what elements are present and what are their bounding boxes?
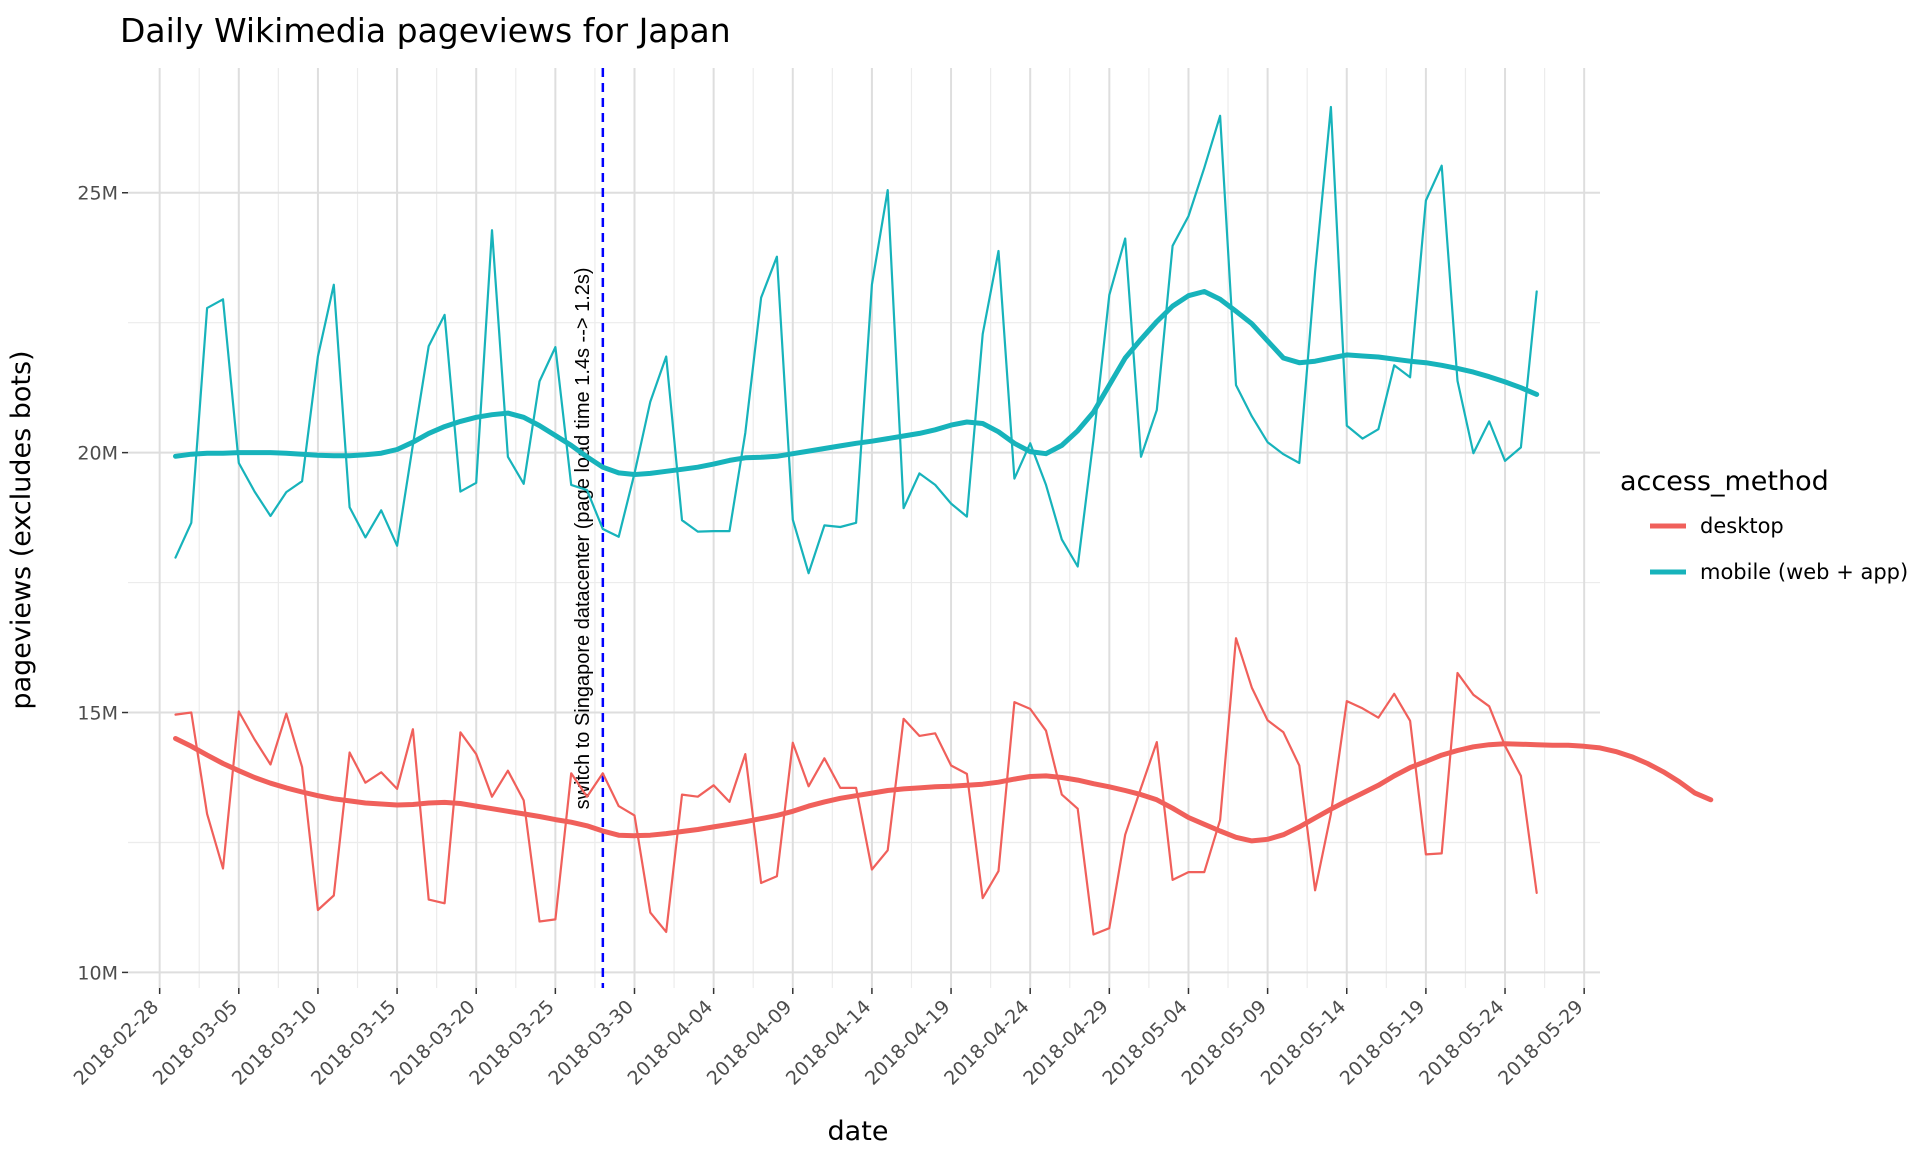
- y-tick-label: 25M: [77, 183, 118, 205]
- series-mobile-daily-line: [174, 105, 1538, 575]
- axes: 10M15M20M25M2018-02-282018-03-052018-03-…: [70, 183, 1588, 1090]
- y-tick-label: 20M: [77, 443, 118, 465]
- annotation-label: switch to Singapore datacenter (page loa…: [572, 267, 594, 809]
- y-tick-label: 15M: [77, 703, 118, 725]
- x-tick-label: 2018-05-29: [1494, 996, 1588, 1090]
- series-desktop-smoothed-line: [173, 736, 1714, 844]
- chart-title: Daily Wikimedia pageviews for Japan: [120, 11, 731, 50]
- grid: [128, 68, 1600, 988]
- y-axis-title: pageviews (excludes bots): [6, 350, 37, 709]
- y-tick-label: 10M: [77, 962, 118, 984]
- legend-title: access_method: [1620, 466, 1829, 497]
- legend-label-mobile: mobile (web + app): [1700, 560, 1908, 584]
- series-mobile-smoothed-line: [173, 289, 1540, 477]
- series-desktop-daily-line: [174, 637, 1538, 936]
- x-axis-title: date: [828, 1116, 889, 1147]
- legend-label-desktop: desktop: [1700, 514, 1784, 538]
- annotation: switch to Singapore datacenter (page loa…: [572, 68, 605, 988]
- series-lines: [173, 105, 1714, 936]
